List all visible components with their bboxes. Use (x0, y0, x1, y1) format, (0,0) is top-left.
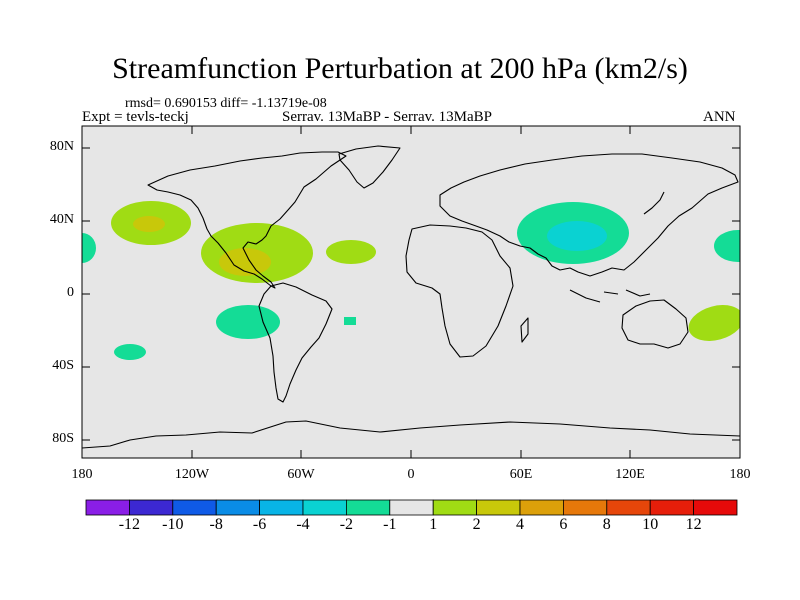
colorbar-box (519, 499, 564, 516)
colorbar-label: 1 (429, 516, 438, 533)
southeast-pacific-negative (216, 305, 280, 339)
madagascar-coast (520, 317, 529, 343)
plot-title: Streamfunction Perturbation at 200 hPa (… (112, 52, 688, 85)
africa-coast (405, 224, 514, 358)
south-america-coast (258, 282, 333, 403)
experiment-label: Expt = tevls-teckj (82, 109, 189, 125)
colorbar-box (345, 499, 391, 516)
dateline-west-negative (714, 230, 740, 262)
japan-coast (643, 191, 665, 215)
tibetan-negative-core (547, 221, 607, 251)
colorbar-label: 4 (516, 516, 524, 533)
stats-line: rmsd= 0.690153 diff= -1.13719e-08 (125, 96, 327, 111)
north-pacific-positive-core (133, 216, 165, 232)
lon-label: 180 (71, 467, 93, 482)
colorbar-label: -10 (162, 516, 184, 533)
colorbar-box (215, 499, 260, 516)
central-america-positive-core (219, 248, 271, 276)
contour-fills (82, 201, 740, 360)
colorbar-box (563, 499, 608, 516)
comparison-label: Serrav. 13MaBP - Serrav. 13MaBP (282, 109, 492, 125)
coastlines (82, 145, 740, 449)
australia-coast (621, 299, 689, 349)
north-america-coast (147, 151, 347, 289)
colorbar-label: 8 (602, 516, 611, 533)
colorbar-box (85, 499, 130, 516)
colorbar-label: 2 (472, 516, 481, 533)
colorbar-box (259, 499, 304, 516)
colorbar-box (128, 499, 174, 516)
colorbar-box (606, 499, 651, 516)
season-label: ANN (703, 109, 736, 125)
lat-label: 0 (67, 285, 74, 300)
colorbar-label: -12 (118, 516, 141, 533)
indonesia-coast (569, 289, 651, 303)
colorbar-box (693, 499, 738, 516)
colorbar-label: 12 (685, 516, 702, 533)
lat-label: 40S (52, 358, 74, 373)
dateline-east-negative (82, 233, 96, 263)
lon-label: 60W (287, 467, 315, 482)
colorbar-label: -8 (209, 516, 223, 533)
colorbar-label: 10 (642, 516, 659, 533)
colorbar-box (172, 499, 217, 516)
lon-label: 0 (407, 467, 415, 482)
axis-ticks (82, 126, 740, 458)
colorbar-box (302, 499, 347, 516)
colorbar-label: -4 (296, 516, 310, 533)
colorbar-label: 6 (559, 516, 568, 533)
colorbar (85, 499, 738, 516)
lat-label: 80S (52, 431, 74, 446)
lon-label: 120W (174, 467, 210, 482)
south-atlantic-negative (344, 317, 356, 325)
colorbar-box (476, 499, 521, 516)
lon-label: 180 (729, 467, 751, 482)
eurasia-coast (439, 153, 739, 277)
south-pacific-negative (114, 344, 146, 360)
lat-label: 80N (49, 139, 74, 154)
antarctica-coast (82, 420, 740, 449)
colorbar-label: -2 (339, 516, 354, 533)
map-background (82, 126, 740, 458)
lat-label: 40N (49, 212, 74, 227)
southwest-pacific-positive (688, 305, 740, 341)
colorbar-label: -1 (383, 516, 397, 533)
colorbar-box (649, 499, 695, 516)
greenland-coast (338, 145, 401, 189)
subtropical-atlantic-positive (326, 240, 376, 264)
colorbar-box (389, 499, 434, 516)
lon-label: 60E (509, 467, 533, 482)
colorbar-box (432, 499, 478, 516)
colorbar-label: -6 (252, 516, 267, 533)
lon-label: 120E (615, 467, 645, 482)
